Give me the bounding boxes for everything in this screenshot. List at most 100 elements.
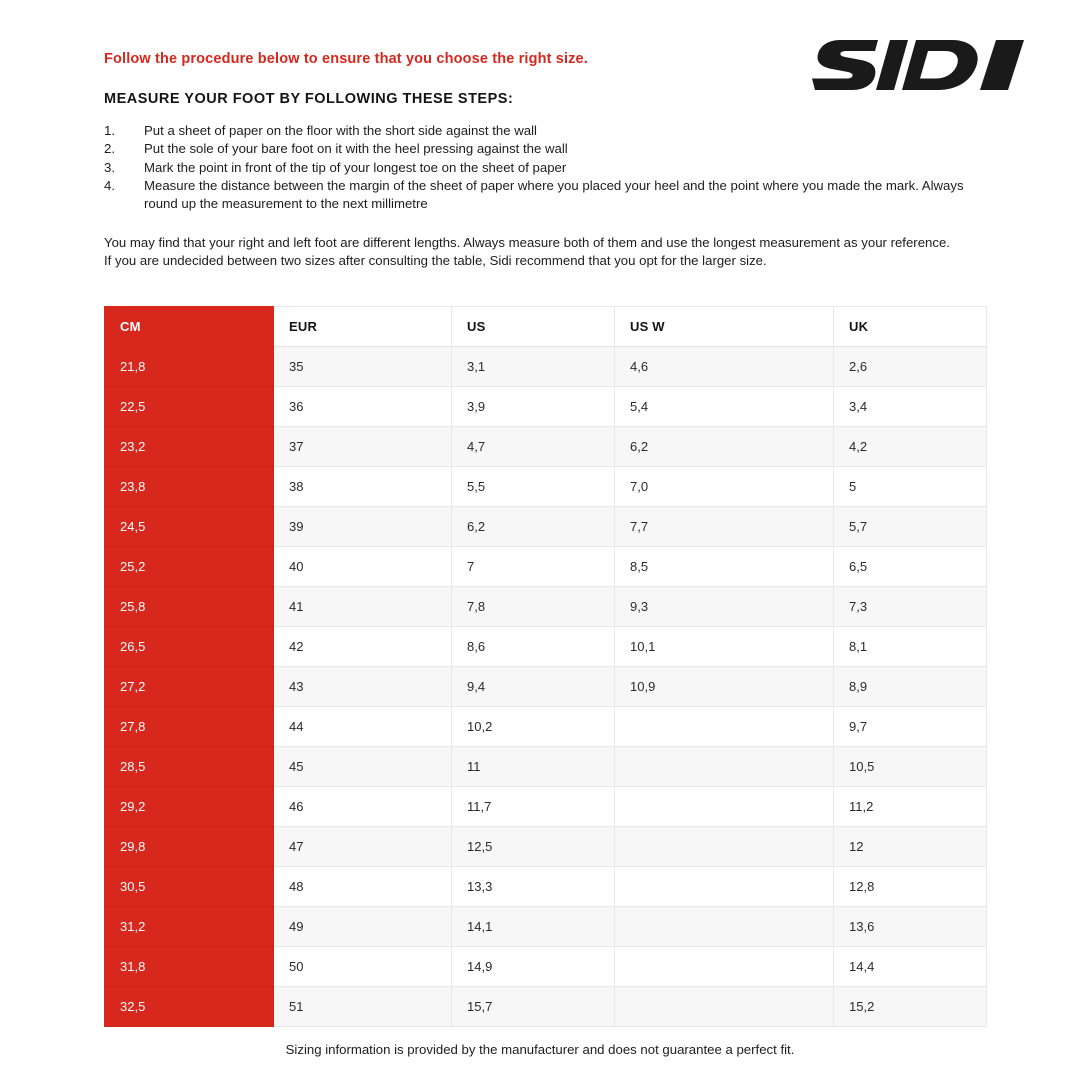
table-cell-uk: 8,1: [833, 626, 987, 667]
note-paragraph-2: If you are undecided between two sizes a…: [104, 253, 767, 269]
table-cell-usw: 8,5: [614, 546, 834, 587]
table-cell-usw: 6,2: [614, 426, 834, 467]
table-cell-eur: 44: [273, 706, 452, 747]
list-item: 1. Put a sheet of paper on the floor wit…: [104, 122, 994, 140]
table-row: 23,8 38 5,5 7,0 5: [104, 466, 987, 507]
step-text: Measure the distance between the margin …: [144, 177, 964, 212]
table-cell-uk: 11,2: [833, 786, 987, 827]
table-row: 24,5 39 6,2 7,7 5,7: [104, 506, 987, 547]
table-cell-eur: 35: [273, 346, 452, 387]
table-cell-uk: 5,7: [833, 506, 987, 547]
table-header: CM EUR US US W UK: [104, 306, 987, 347]
table-cell-cm: 31,8: [104, 946, 274, 987]
table-row: 21,8 35 3,1 4,6 2,6: [104, 346, 987, 387]
column-header-us: US: [451, 306, 615, 347]
table-cell-usw: 7,0: [614, 466, 834, 507]
table-cell-us: 11,7: [451, 786, 615, 827]
table-row: 29,8 47 12,5 12: [104, 826, 987, 867]
table-cell-cm: 22,5: [104, 386, 274, 427]
table-cell-cm: 32,5: [104, 986, 274, 1027]
column-header-uk: UK: [833, 306, 987, 347]
table-cell-usw: 9,3: [614, 586, 834, 627]
intro-line: Follow the procedure below to ensure tha…: [104, 51, 588, 67]
table-cell-eur: 37: [273, 426, 452, 467]
table-cell-us: 9,4: [451, 666, 615, 707]
size-table-container: CM EUR US US W UK 21,8 35 3,1 4,6 2,6 22,5 36 3…: [104, 306, 987, 1027]
table-cell-eur: 40: [273, 546, 452, 587]
step-number: 3.: [104, 159, 115, 175]
table-body: 21,8 35 3,1 4,6 2,6 22,5 36 3,9 5,4 3,4 23,2 37 4,7 6…: [104, 346, 987, 1027]
table-cell-us: 11: [451, 746, 615, 787]
table-cell-uk: 9,7: [833, 706, 987, 747]
table-cell-cm: 29,2: [104, 786, 274, 827]
table-cell-usw: 10,1: [614, 626, 834, 667]
notes-section: You may find that your right and left fo…: [104, 234, 984, 271]
column-header-cm: CM: [104, 306, 274, 347]
table-row: 22,5 36 3,9 5,4 3,4: [104, 386, 987, 427]
page-header: Follow the procedure below to ensure tha…: [104, 30, 1024, 92]
table-cell-usw: [614, 786, 834, 827]
table-row: 25,2 40 7 8,5 6,5: [104, 546, 987, 587]
table-cell-uk: 8,9: [833, 666, 987, 707]
table-cell-cm: 26,5: [104, 626, 274, 667]
table-cell-uk: 13,6: [833, 906, 987, 947]
table-row: 26,5 42 8,6 10,1 8,1: [104, 626, 987, 667]
table-cell-cm: 28,5: [104, 746, 274, 787]
size-conversion-table: CM EUR US US W UK 21,8 35 3,1 4,6 2,6 22,5 36 3…: [104, 306, 987, 1027]
table-cell-uk: 15,2: [833, 986, 987, 1027]
table-cell-us: 3,1: [451, 346, 615, 387]
table-cell-usw: [614, 746, 834, 787]
table-cell-usw: [614, 866, 834, 907]
table-cell-eur: 47: [273, 826, 452, 867]
table-cell-usw: 7,7: [614, 506, 834, 547]
table-cell-uk: 12,8: [833, 866, 987, 907]
step-text: Put the sole of your bare foot on it wit…: [144, 141, 568, 157]
table-cell-uk: 3,4: [833, 386, 987, 427]
table-cell-usw: [614, 906, 834, 947]
table-cell-us: 7: [451, 546, 615, 587]
table-cell-us: 6,2: [451, 506, 615, 547]
list-item: 2. Put the sole of your bare foot on it …: [104, 140, 994, 158]
table-cell-eur: 49: [273, 906, 452, 947]
step-number: 4.: [104, 177, 115, 193]
table-row: 31,8 50 14,9 14,4: [104, 946, 987, 987]
table-cell-eur: 39: [273, 506, 452, 547]
table-cell-cm: 25,8: [104, 586, 274, 627]
step-text: Mark the point in front of the tip of yo…: [144, 159, 567, 175]
table-row: 27,8 44 10,2 9,7: [104, 706, 987, 747]
table-cell-uk: 2,6: [833, 346, 987, 387]
table-cell-eur: 38: [273, 466, 452, 507]
table-cell-uk: 10,5: [833, 746, 987, 787]
table-cell-eur: 42: [273, 626, 452, 667]
table-row: 27,2 43 9,4 10,9 8,9: [104, 666, 987, 707]
table-cell-us: 10,2: [451, 706, 615, 747]
list-item: 3. Mark the point in front of the tip of…: [104, 159, 994, 177]
table-row: 29,2 46 11,7 11,2: [104, 786, 987, 827]
step-number: 1.: [104, 123, 115, 138]
table-cell-cm: 27,8: [104, 706, 274, 747]
table-cell-usw: [614, 826, 834, 867]
table-cell-usw: [614, 706, 834, 747]
table-cell-us: 3,9: [451, 386, 615, 427]
table-cell-us: 4,7: [451, 426, 615, 467]
table-cell-uk: 12: [833, 826, 987, 867]
list-item: 4. Measure the distance between the marg…: [104, 177, 994, 214]
steps-heading: MEASURE YOUR FOOT BY FOLLOWING THESE STE…: [104, 91, 514, 107]
table-cell-usw: 5,4: [614, 386, 834, 427]
table-cell-cm: 23,2: [104, 426, 274, 467]
table-cell-eur: 45: [273, 746, 452, 787]
note-paragraph-1: You may find that your right and left fo…: [104, 235, 950, 250]
table-cell-uk: 14,4: [833, 946, 987, 987]
table-cell-uk: 7,3: [833, 586, 987, 627]
column-header-eur: EUR: [273, 306, 452, 347]
table-cell-us: 8,6: [451, 626, 615, 667]
table-cell-us: 14,1: [451, 906, 615, 947]
table-cell-us: 5,5: [451, 466, 615, 507]
table-cell-cm: 31,2: [104, 906, 274, 947]
table-cell-eur: 51: [273, 986, 452, 1027]
table-header-row: CM EUR US US W UK: [104, 306, 987, 347]
table-cell-eur: 36: [273, 386, 452, 427]
table-cell-usw: 10,9: [614, 666, 834, 707]
table-cell-cm: 25,2: [104, 546, 274, 587]
